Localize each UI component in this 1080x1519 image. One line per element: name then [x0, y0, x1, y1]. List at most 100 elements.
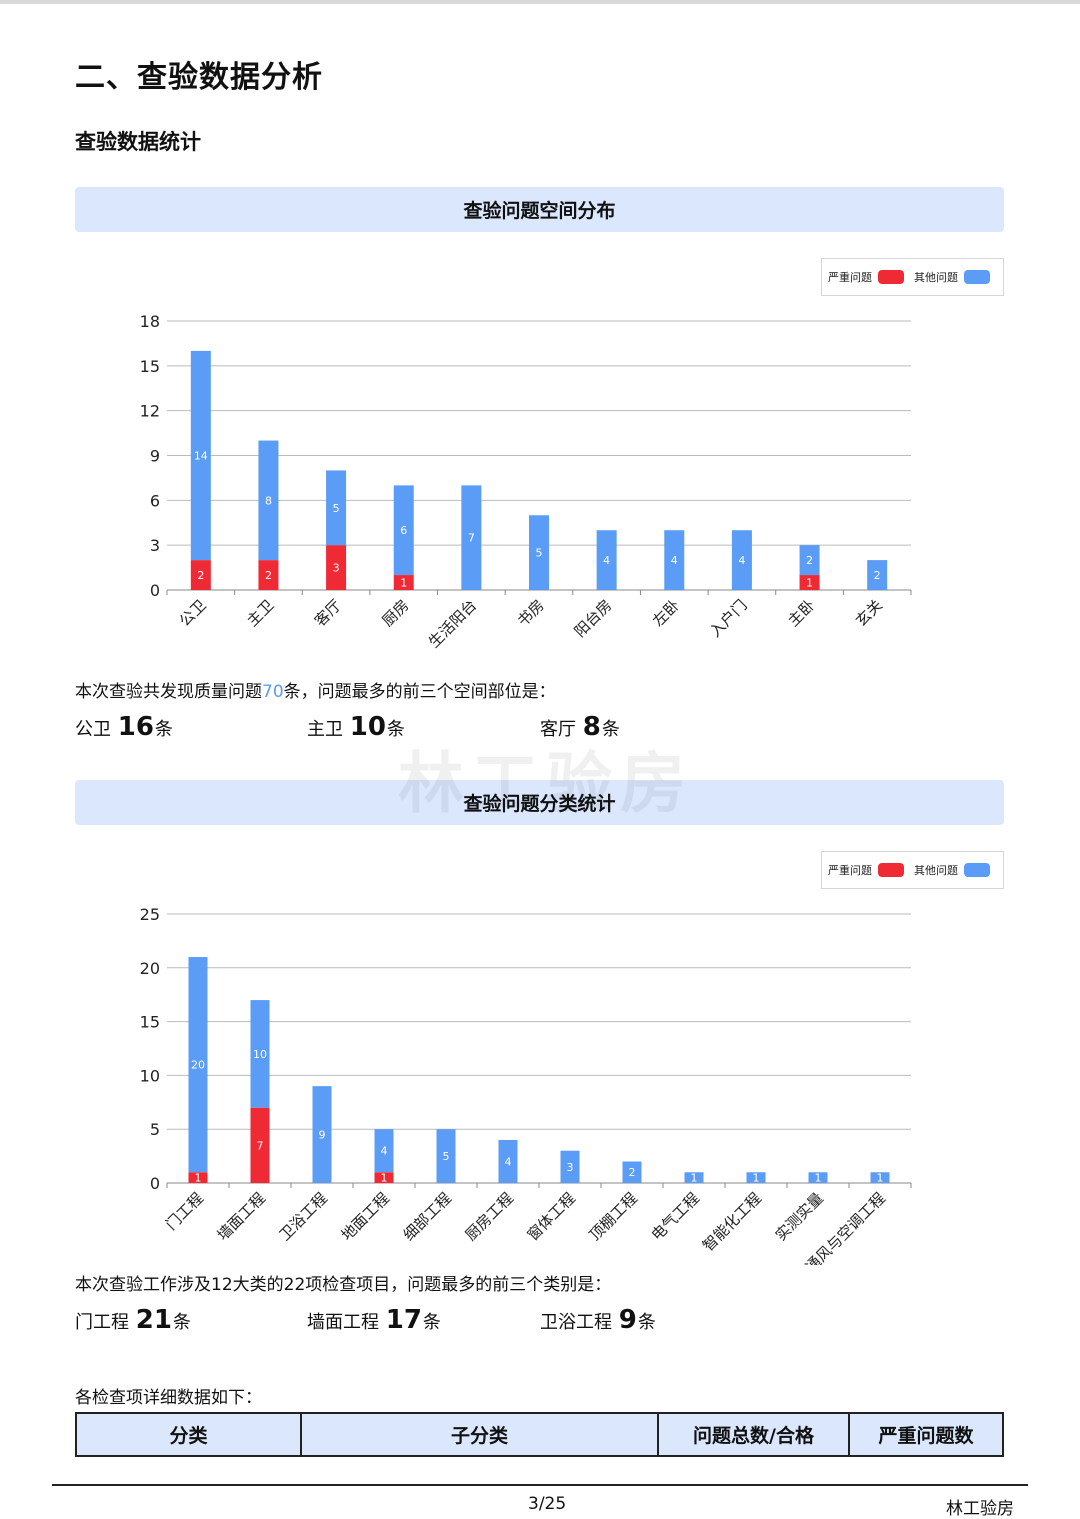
bar-other [560, 1150, 580, 1183]
table-header-subcategory: 子分类 [302, 1414, 659, 1455]
bar-label-severe: 7 [257, 1139, 264, 1152]
bar-label-other: 2 [629, 1166, 636, 1179]
x-category-label: 厨房工程 [462, 1189, 517, 1244]
space-summary: 本次查验共发现质量问题70条，问题最多的前三个空间部位是： [75, 677, 556, 702]
legend-severe-label: 严重问题 [828, 864, 872, 877]
bar-other [188, 957, 208, 1173]
legend-other-swatch [964, 270, 990, 284]
category-top-3: 卫浴工程 9条 [540, 1305, 656, 1335]
x-category-label: 生活阳台 [425, 596, 480, 651]
bar-label-other: 6 [400, 524, 407, 537]
top-unit: 条 [422, 1312, 441, 1333]
bar-other [461, 485, 482, 590]
legend-other-swatch [964, 863, 990, 877]
bar-other [498, 1139, 518, 1183]
space-distribution-chart: 0369121518214公卫28主卫35客厅16厨房7生活阳台5书房4阳台房4… [140, 312, 912, 651]
top-unit: 条 [386, 719, 405, 740]
x-category-label: 左卧 [649, 596, 683, 630]
bar-label-other: 5 [333, 502, 340, 515]
x-category-label: 门工程 [162, 1189, 207, 1234]
table-header-category: 分类 [77, 1414, 302, 1455]
top-count: 16 [117, 712, 154, 742]
bar-label-severe: 2 [265, 569, 272, 582]
footer-brand: 林工验房 [946, 1499, 1014, 1519]
bar-label-severe: 3 [333, 562, 340, 575]
bar-label-other: 1 [877, 1172, 884, 1185]
bar-other [664, 530, 685, 590]
top-unit: 条 [637, 1312, 656, 1333]
bar-other [326, 470, 347, 546]
x-category-label: 主卫 [243, 596, 277, 630]
space-summary-suffix: 条，问题最多的前三个空间部位是： [283, 682, 556, 702]
bar-label-severe: 1 [400, 577, 407, 590]
x-category-label: 客厅 [311, 596, 345, 630]
bar-other [190, 350, 211, 561]
y-tick-label: 15 [140, 357, 160, 376]
top-count: 17 [385, 1305, 422, 1335]
bar-other [250, 1000, 270, 1108]
bar-other [393, 485, 414, 576]
bar-severe [190, 560, 211, 590]
y-tick-label: 10 [140, 1066, 160, 1085]
bar-other [258, 440, 279, 561]
bar-other [436, 1129, 456, 1183]
bar-other [374, 1129, 394, 1173]
bar-other [312, 1086, 332, 1183]
bar-label-severe: 1 [381, 1172, 388, 1185]
x-category-label: 入户门 [706, 596, 751, 641]
bar-label-severe: 1 [806, 577, 813, 590]
y-tick-label: 0 [150, 1174, 160, 1193]
x-category-label: 地面工程 [338, 1189, 393, 1244]
bar-label-severe: 2 [197, 569, 204, 582]
category-summary: 本次查验工作涉及12大类的22项检查项目，问题最多的前三个类别是： [75, 1275, 612, 1295]
bar-label-other: 4 [671, 554, 678, 567]
detail-table-header: 分类 子分类 问题总数/合格 严重问题数 [75, 1412, 1004, 1457]
bar-other [799, 545, 820, 576]
legend-severe-label: 严重问题 [828, 271, 872, 284]
bar-label-severe: 1 [195, 1172, 202, 1185]
top-count: 9 [618, 1305, 637, 1335]
x-category-label: 智能化工程 [699, 1189, 765, 1255]
watermark: 林工验房 [398, 745, 694, 822]
top-unit: 条 [154, 719, 173, 740]
page-number: 3/25 [528, 1494, 567, 1514]
bar-severe [374, 1172, 394, 1183]
footer-divider [52, 1484, 1028, 1486]
x-category-label: 窗体工程 [524, 1189, 579, 1244]
bar-label-other: 14 [194, 450, 208, 463]
y-tick-label: 18 [140, 312, 160, 331]
x-category-label: 公卫 [176, 596, 210, 630]
category-chart-header: 查验问题分类统计 [75, 780, 1004, 825]
top-name: 主卫 [307, 719, 343, 740]
legend-other-label: 其他问题 [914, 864, 958, 877]
x-category-label: 主卧 [784, 596, 818, 630]
bar-label-other: 4 [603, 554, 610, 567]
bar-label-other: 10 [253, 1048, 267, 1061]
category-chart-legend: 严重问题 其他问题 [821, 851, 1004, 889]
x-category-label: 细部工程 [400, 1189, 455, 1244]
space-top-1: 公卫 16条 [75, 712, 173, 742]
x-category-label: 阳台房 [571, 596, 616, 641]
bar-label-other: 9 [319, 1129, 326, 1142]
section-title: 二、查验数据分析 [75, 60, 323, 95]
bar-label-other: 4 [381, 1145, 388, 1158]
bar-severe [326, 545, 347, 590]
top-name: 门工程 [75, 1312, 129, 1333]
bar-label-other: 4 [505, 1155, 512, 1168]
bar-severe [393, 575, 414, 590]
bar-severe [188, 1172, 208, 1183]
bar-other [731, 530, 752, 590]
bar-other [596, 530, 617, 590]
top-name: 墙面工程 [307, 1312, 379, 1333]
bar-label-other: 3 [567, 1161, 574, 1174]
top-name: 卫浴工程 [540, 1312, 612, 1333]
top-count: 10 [349, 712, 386, 742]
x-category-label: 卫浴工程 [276, 1189, 331, 1244]
bar-label-other: 20 [191, 1059, 205, 1072]
space-chart-header: 查验问题空间分布 [75, 187, 1004, 232]
bar-other [867, 560, 888, 590]
bar-label-other: 2 [874, 569, 881, 582]
space-summary-prefix: 本次查验共发现质量问题 [75, 682, 262, 702]
bar-other [622, 1161, 642, 1183]
top-name: 客厅 [540, 719, 576, 740]
